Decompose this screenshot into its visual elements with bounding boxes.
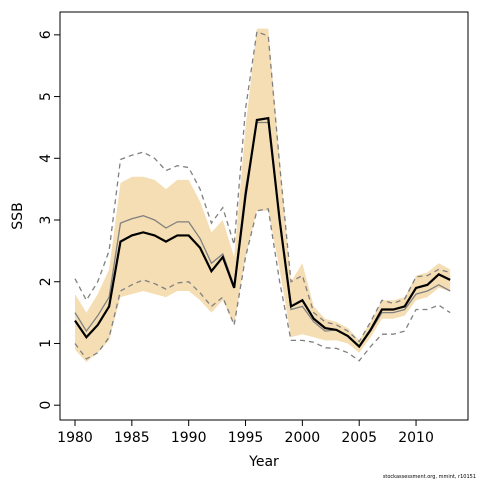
y-tick-label: 3 bbox=[38, 216, 54, 225]
y-tick-label: 1 bbox=[38, 339, 54, 348]
confidence-band bbox=[75, 28, 451, 362]
x-tick-label: 1995 bbox=[228, 430, 264, 446]
series-line bbox=[74, 30, 451, 343]
x-tick-label: 1990 bbox=[171, 430, 207, 446]
x-tick-label: 1985 bbox=[114, 430, 150, 446]
y-tick-label: 5 bbox=[38, 92, 54, 101]
x-tick-label: 2005 bbox=[341, 430, 377, 446]
x-tick-label: 1980 bbox=[57, 430, 93, 446]
y-tick-label: 6 bbox=[38, 30, 54, 39]
footnote: stockassessment.org, mmint, r10151 bbox=[383, 474, 476, 480]
series-line bbox=[74, 116, 451, 349]
x-tick-label: 2000 bbox=[285, 430, 321, 446]
x-tick-label: 2010 bbox=[398, 430, 434, 446]
y-axis-label: SSB bbox=[10, 202, 26, 229]
x-axis-label: Year bbox=[248, 454, 279, 470]
y-tick-label: 2 bbox=[38, 277, 54, 286]
plot-frame bbox=[59, 11, 469, 421]
y-tick-label: 4 bbox=[38, 154, 54, 163]
y-tick-label: 0 bbox=[38, 401, 54, 410]
series-line bbox=[74, 208, 451, 362]
series-line bbox=[74, 121, 451, 348]
